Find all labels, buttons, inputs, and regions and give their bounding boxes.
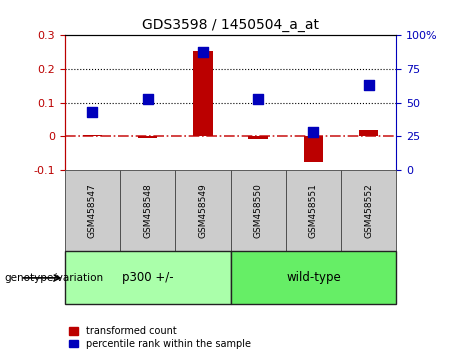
Bar — [65, 170, 120, 251]
Bar — [138, 136, 157, 138]
Point — [254, 96, 262, 102]
Text: GSM458552: GSM458552 — [364, 183, 373, 238]
Point — [89, 109, 96, 115]
Bar — [230, 251, 396, 304]
Text: GSM458547: GSM458547 — [88, 183, 97, 238]
Point — [310, 130, 317, 135]
Bar — [341, 170, 396, 251]
Bar — [65, 251, 230, 304]
Text: genotype/variation: genotype/variation — [5, 273, 104, 283]
Text: wild-type: wild-type — [286, 272, 341, 284]
Text: GSM458551: GSM458551 — [309, 183, 318, 238]
Bar — [120, 170, 175, 251]
Legend: transformed count, percentile rank within the sample: transformed count, percentile rank withi… — [70, 326, 251, 349]
Bar — [230, 170, 286, 251]
Text: GSM458548: GSM458548 — [143, 183, 152, 238]
Bar — [286, 170, 341, 251]
Bar — [304, 136, 323, 161]
Bar — [83, 135, 102, 136]
Point — [144, 96, 151, 102]
Bar — [248, 136, 268, 139]
Text: p300 +/-: p300 +/- — [122, 272, 173, 284]
Title: GDS3598 / 1450504_a_at: GDS3598 / 1450504_a_at — [142, 18, 319, 32]
Point — [199, 49, 207, 55]
Bar — [175, 170, 230, 251]
Bar — [359, 130, 378, 136]
Bar — [193, 51, 213, 136]
Text: GSM458549: GSM458549 — [198, 183, 207, 238]
Point — [365, 82, 372, 88]
Text: GSM458550: GSM458550 — [254, 183, 263, 238]
